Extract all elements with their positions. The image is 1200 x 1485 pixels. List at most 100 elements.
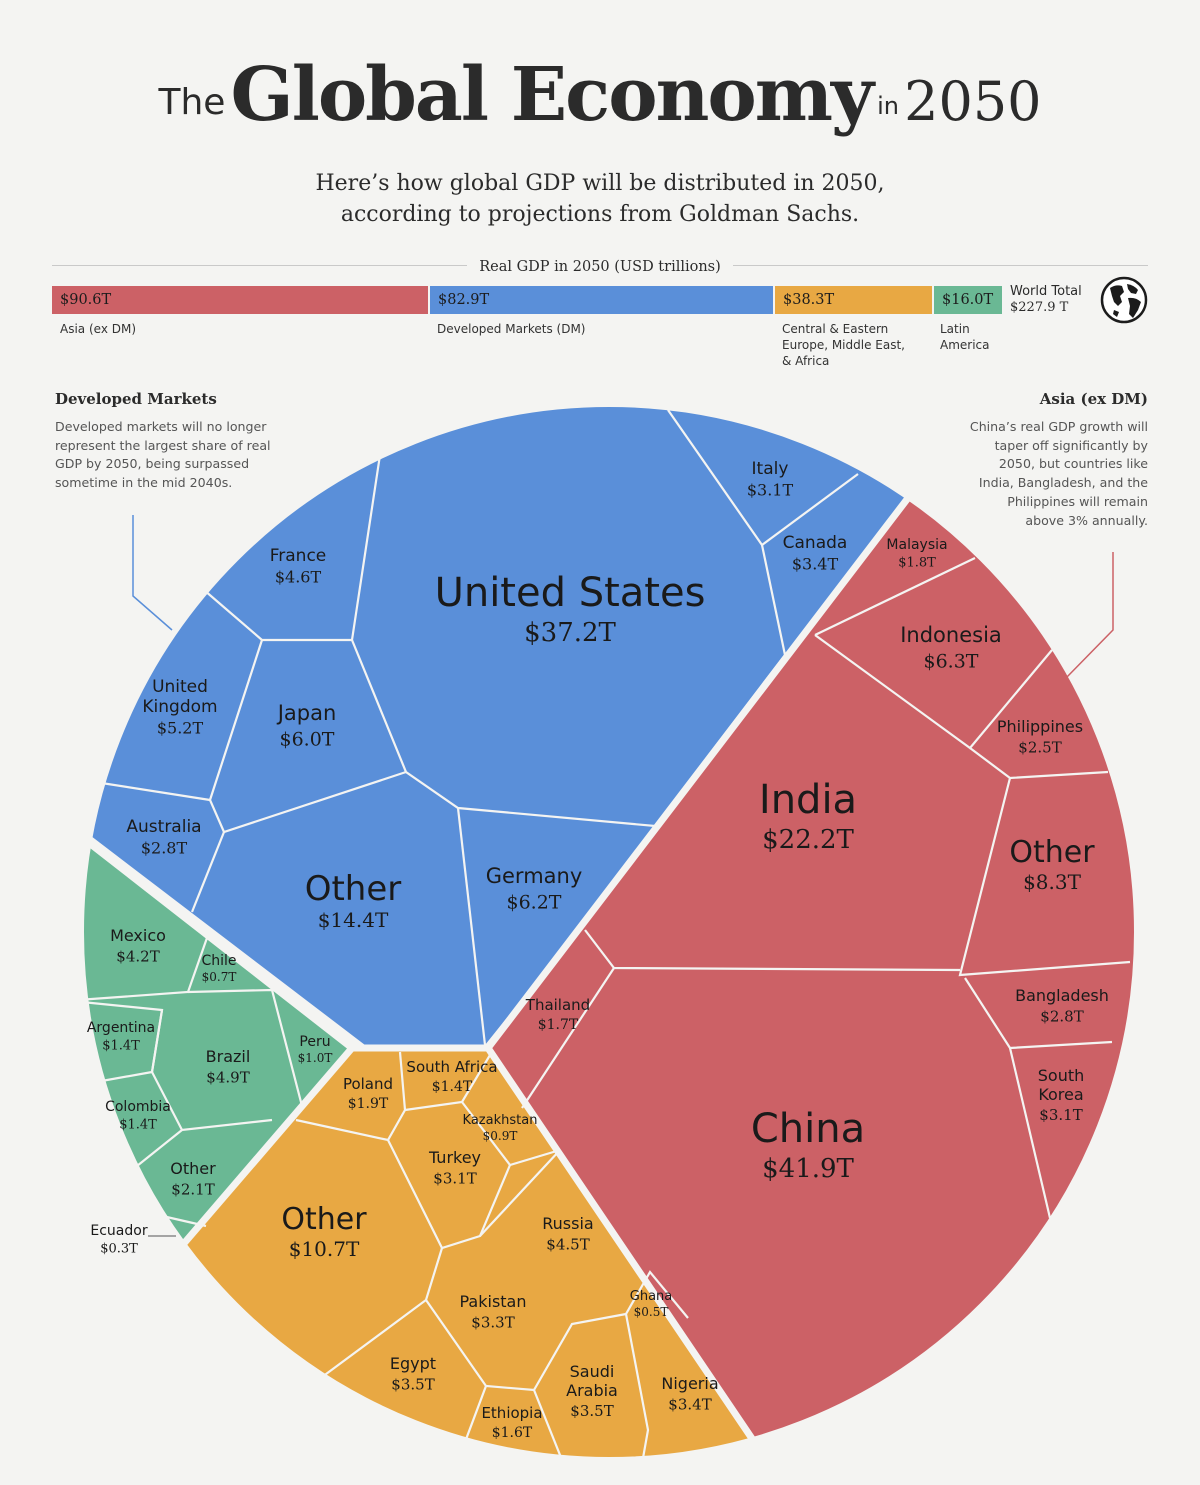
cell-name-developed-markets-italy: Italy	[752, 459, 789, 479]
world-total-label: World Total	[1010, 284, 1082, 299]
cell-name-central-eastern-europe-middle-east-africa-saudi-arabia-1: Arabia	[566, 1381, 618, 1400]
cell-name-asia-ex-dm-thailand: Thailand	[525, 996, 590, 1014]
cell-name-central-eastern-europe-middle-east-africa-poland: Poland	[343, 1075, 393, 1093]
cell-value-central-eastern-europe-middle-east-africa-saudi-arabia: $3.5T	[570, 1402, 613, 1420]
cell-name-asia-ex-dm-other: Other	[1009, 835, 1095, 870]
cell-value-latin-america-chile: $0.7T	[202, 970, 237, 984]
note-asia-heading: Asia (ex DM)	[1039, 390, 1148, 408]
cell-name-central-eastern-europe-middle-east-africa-other: Other	[281, 1202, 367, 1237]
title-in: in	[877, 92, 900, 120]
border-italy-canada	[761, 473, 859, 546]
cell-name-latin-america-other: Other	[170, 1159, 216, 1178]
bar-segment-ceemea: $38.3T	[775, 286, 934, 314]
cell-name-developed-markets-france: France	[270, 546, 327, 566]
cell-value-central-eastern-europe-middle-east-africa-south-africa: $1.4T	[432, 1079, 473, 1095]
cell-value-central-eastern-europe-middle-east-africa-pakistan: $3.3T	[471, 1313, 514, 1331]
border-malaysia	[814, 557, 976, 636]
cell-value-latin-america-argentina: $1.4T	[102, 1039, 140, 1054]
cell-labels: United States$37.2TOther$14.4TGermany$6.…	[87, 459, 1109, 1441]
cell-name-latin-america-mexico: Mexico	[110, 926, 166, 945]
cell-name-central-eastern-europe-middle-east-africa-nigeria: Nigeria	[661, 1374, 718, 1393]
cell-name-developed-markets-united-kingdom-1: Kingdom	[142, 697, 217, 717]
region-ceemea	[180, 1050, 780, 1458]
cell-value-developed-markets-united-kingdom: $5.2T	[157, 719, 204, 738]
border-nigeria	[624, 1313, 650, 1458]
cell-value-developed-markets-germany: $6.2T	[507, 892, 562, 914]
border-turkey	[387, 1139, 512, 1250]
leader-asia	[1065, 552, 1114, 679]
cell-name-central-eastern-europe-middle-east-africa-ethiopia: Ethiopia	[481, 1404, 542, 1422]
bar-segment-asia: $90.6T	[52, 286, 430, 314]
cell-value-latin-america-brazil: $4.9T	[206, 1068, 249, 1086]
cell-value-asia-ex-dm-thailand: $1.7T	[538, 1017, 579, 1033]
cell-name-asia-ex-dm-malaysia: Malaysia	[886, 537, 947, 553]
border-poland	[295, 1051, 407, 1142]
cell-name-developed-markets-germany: Germany	[486, 864, 583, 888]
bar-label-asia: Asia (ex DM)	[60, 322, 137, 336]
border-japan-uk	[208, 639, 407, 834]
leader-developed	[132, 515, 173, 631]
cell-value-asia-ex-dm-india: $22.2T	[762, 825, 854, 855]
cell-value-central-eastern-europe-middle-east-africa-russia: $4.5T	[546, 1235, 589, 1253]
cell-value-asia-ex-dm-bangladesh: $2.8T	[1040, 1007, 1083, 1025]
cell-value-latin-america-peru: $1.0T	[298, 1051, 333, 1065]
cell-name-latin-america-argentina: Argentina	[87, 1020, 155, 1036]
cell-value-central-eastern-europe-middle-east-africa-ghana: $0.5T	[634, 1305, 669, 1319]
cell-name-central-eastern-europe-middle-east-africa-saudi-arabia-0: Saudi	[570, 1362, 615, 1381]
cell-value-latin-america-other: $2.1T	[171, 1180, 214, 1198]
border-india-other	[958, 777, 1131, 977]
world-total-value: $227.9 T	[1010, 300, 1069, 315]
bar-label-developed: Developed Markets (DM)	[437, 322, 586, 336]
cell-value-central-eastern-europe-middle-east-africa-turkey: $3.1T	[433, 1169, 476, 1187]
cell-value-central-eastern-europe-middle-east-africa-kazakhstan: $0.9T	[483, 1129, 518, 1143]
cell-name-asia-ex-dm-south-korea-0: South	[1038, 1066, 1085, 1085]
border-uk-australia	[94, 780, 211, 802]
cell-value-developed-markets-italy: $3.1T	[747, 481, 794, 500]
region-layer	[83, 406, 1135, 1458]
note-developed-heading: Developed Markets	[55, 390, 217, 408]
cell-name-asia-ex-dm-philippines: Philippines	[997, 717, 1083, 736]
region-developed-markets	[83, 406, 930, 1045]
cell-value-developed-markets-australia: $2.8T	[141, 839, 188, 858]
cell-name-central-eastern-europe-middle-east-africa-south-africa: South Africa	[406, 1058, 497, 1076]
cell-name-asia-ex-dm-indonesia: Indonesia	[900, 623, 1002, 647]
note-developed-body: Developed markets will no longer represe…	[55, 419, 271, 491]
cell-value-central-eastern-europe-middle-east-africa-ethiopia: $1.6T	[492, 1425, 533, 1441]
note-asia-body: China’s real GDP growth will taper off s…	[969, 419, 1148, 528]
cell-name-asia-ex-dm-south-korea-1: Korea	[1038, 1085, 1083, 1104]
border-russia	[479, 1149, 561, 1237]
cell-value-developed-markets-other: $14.4T	[318, 908, 389, 932]
cell-name-developed-markets-united-states: United States	[435, 570, 706, 616]
cell-value-central-eastern-europe-middle-east-africa-poland: $1.9T	[348, 1096, 389, 1112]
cell-name-developed-markets-united-kingdom-0: United	[152, 677, 208, 697]
cell-name-developed-markets-canada: Canada	[783, 533, 848, 553]
cell-name-central-eastern-europe-middle-east-africa-turkey: Turkey	[428, 1148, 481, 1167]
border-latam-ceemea	[177, 1045, 355, 1251]
cell-value-asia-ex-dm-indonesia: $6.3T	[924, 651, 979, 673]
subtitle: Here’s how global GDP will be distribute…	[0, 168, 1200, 230]
cell-name-developed-markets-other: Other	[305, 869, 402, 909]
cell-value-central-eastern-europe-middle-east-africa-nigeria: $3.4T	[668, 1395, 711, 1413]
border-skorea	[1008, 1047, 1052, 1219]
cell-value-asia-ex-dm-philippines: $2.5T	[1018, 738, 1061, 756]
border-colombia	[131, 1129, 183, 1171]
cell-name-latin-america-peru: Peru	[299, 1034, 330, 1050]
border-thailand	[521, 967, 615, 1109]
subtitle-line-1: Here’s how global GDP will be distribute…	[315, 171, 885, 196]
cell-value-developed-markets-japan: $6.0T	[280, 729, 335, 751]
bar-segment-latam: $16.0T	[934, 286, 1002, 314]
border-saudi	[532, 1389, 572, 1458]
cell-name-asia-ex-dm-india: India	[759, 777, 857, 823]
cell-value-asia-ex-dm-other: $8.3T	[1023, 870, 1082, 894]
cell-value-developed-markets-france: $4.6T	[275, 568, 322, 587]
cell-value-latin-america-ecuador: $0.3T	[100, 1242, 138, 1257]
cell-name-latin-america-brazil: Brazil	[206, 1047, 251, 1066]
cell-name-central-eastern-europe-middle-east-africa-egypt: Egypt	[390, 1354, 436, 1373]
cell-name-central-eastern-europe-middle-east-africa-ghana: Ghana	[630, 1289, 673, 1304]
cell-value-asia-ex-dm-china: $41.9T	[762, 1154, 854, 1184]
globe-icon	[1100, 276, 1148, 324]
title-year: 2050	[904, 70, 1042, 133]
cell-name-central-eastern-europe-middle-east-africa-russia: Russia	[542, 1214, 593, 1233]
border-ghana	[625, 1270, 689, 1319]
